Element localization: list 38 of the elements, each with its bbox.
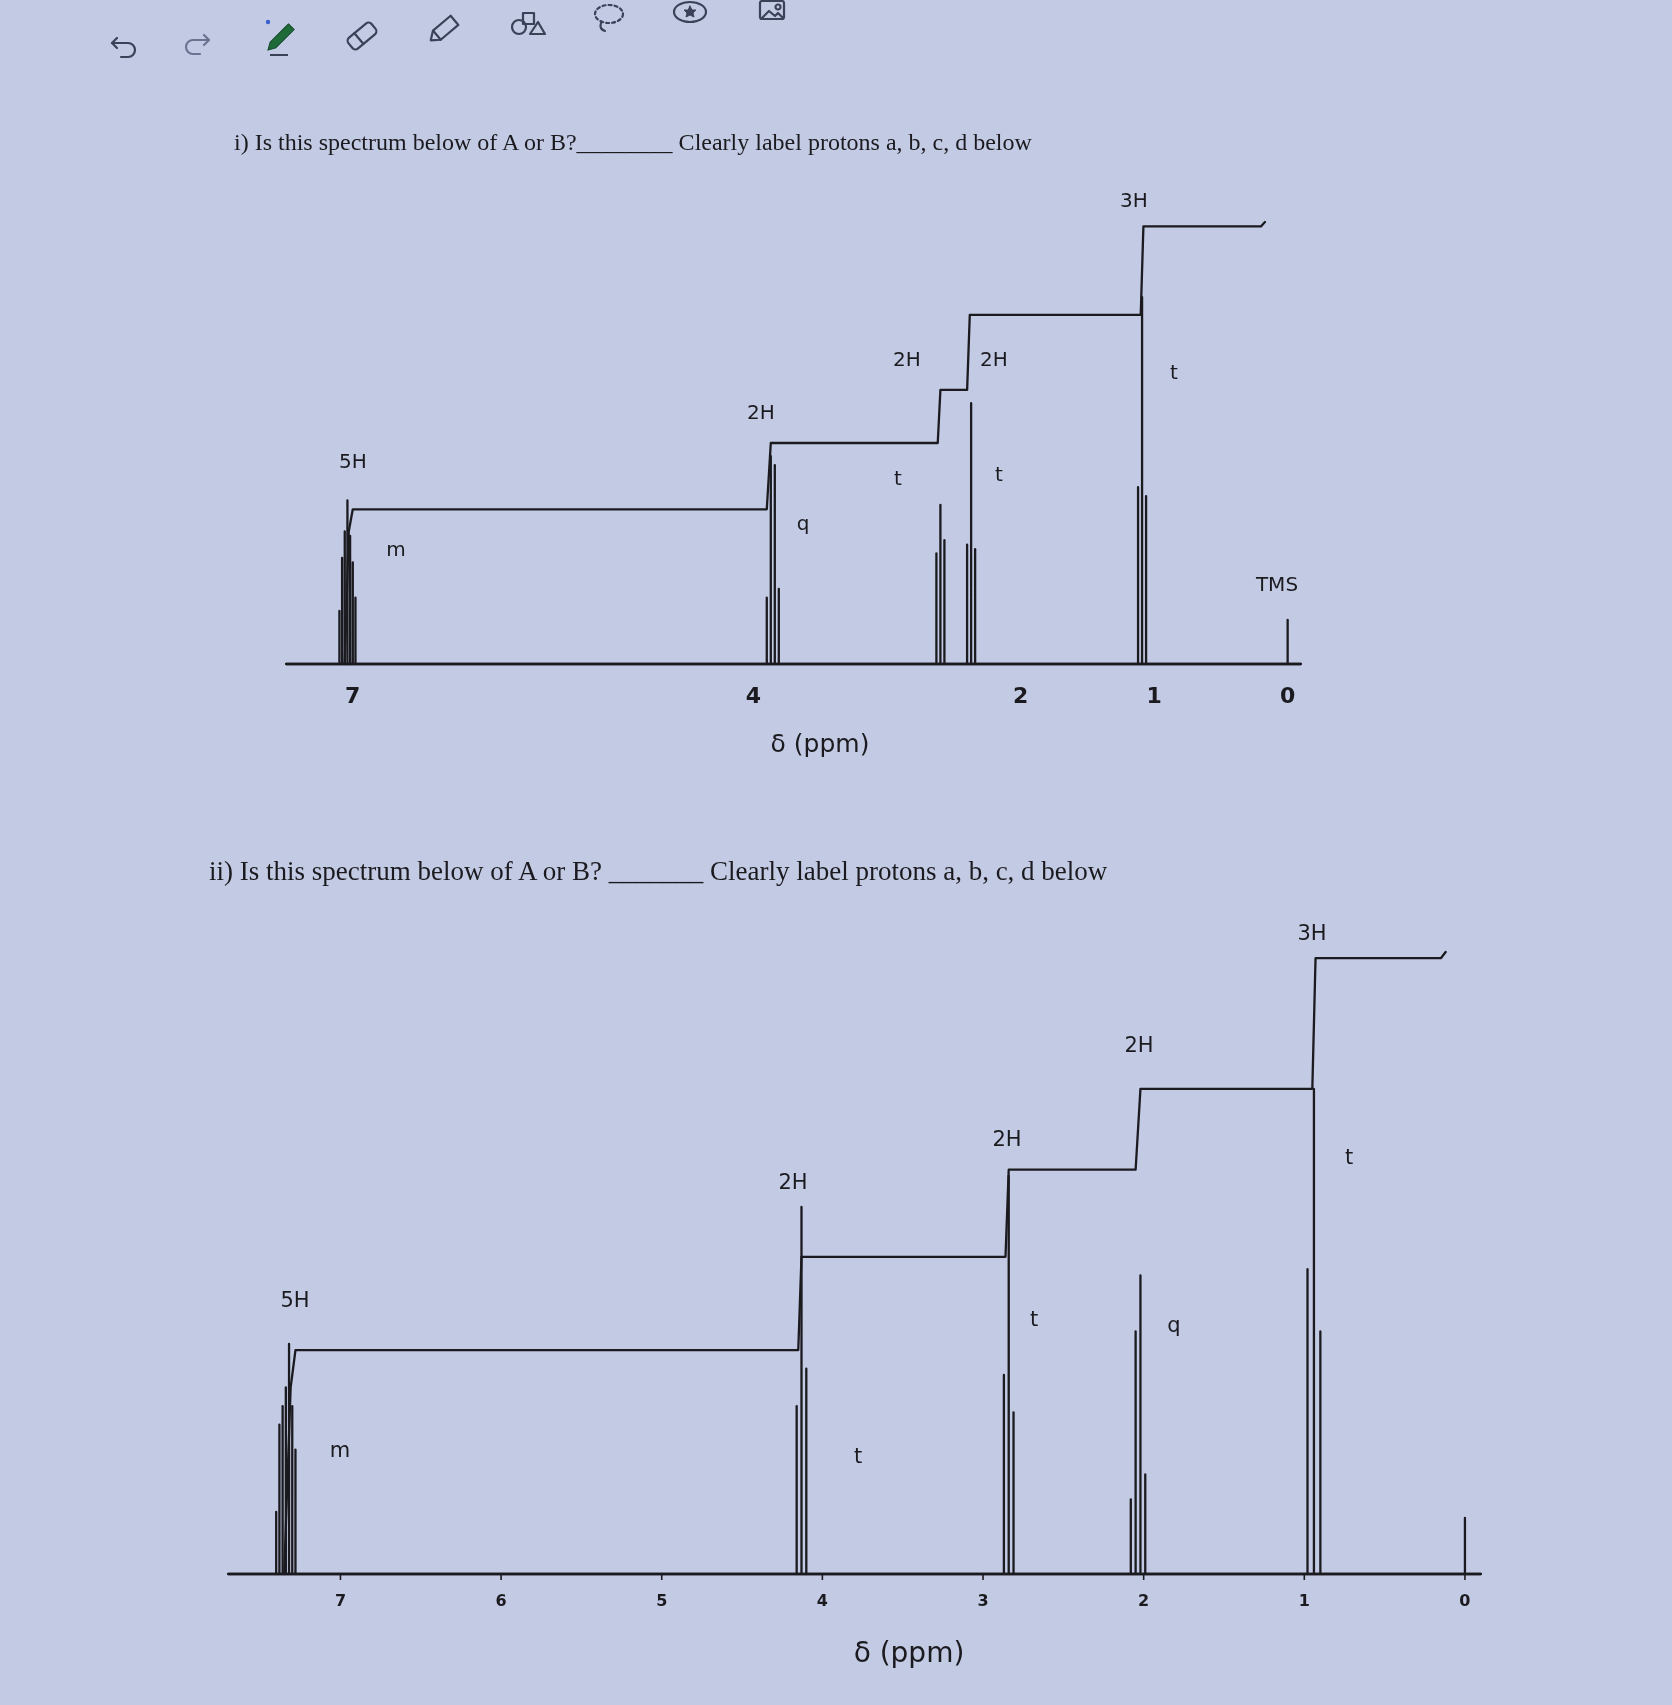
x-tick-label: 6 [495,1590,507,1610]
annotation: 5H [339,449,367,473]
x-tick-label: 4 [816,1590,828,1610]
x-tick-label: 7 [334,1590,347,1610]
x-tick-label: 2 [1012,682,1029,708]
annotation: q [796,511,810,535]
x-tick-label: 2 [1138,1590,1150,1610]
chart-title: i) Is this spectrum below of A or B?________ Clearly label protons a, b, c, d below [234,129,1033,155]
x-tick-label: 1 [1146,682,1162,708]
x-tick-label: 0 [1459,1590,1471,1610]
annotation: t [1029,1307,1039,1332]
annotation: t [1344,1145,1354,1170]
annotation: 2H [778,1170,808,1195]
x-tick-label: 1 [1298,1590,1310,1610]
annotation: t [894,466,903,490]
annotation: 2H [747,400,775,424]
x-axis-title: δ (ppm) [770,728,870,758]
chart-title: ii) Is this spectrum below of A or B? _______ Clearly label protons a, b, c, d below [209,856,1108,886]
annotation: 2H [992,1127,1022,1152]
annotation: m [386,537,406,561]
text: 3H [1120,188,1148,212]
x-tick-label: 4 [745,682,762,708]
annotation: q [1167,1313,1181,1338]
x-tick-label: 7 [345,682,361,708]
x-tick-label: 5 [656,1590,668,1610]
annotation: 2H [893,347,921,371]
annotation: 2H [1124,1033,1154,1058]
annotation: TMS [1254,572,1299,596]
x-axis-title: δ (ppm) [853,1635,965,1669]
x-tick-label: 0 [1279,682,1296,708]
annotation: 5H [280,1288,310,1313]
annotation: t [1170,360,1179,384]
text: 3H [1297,921,1327,946]
annotation: 2H [980,347,1008,371]
annotation: t [995,462,1004,486]
annotation: t [853,1444,863,1469]
annotation: m [329,1438,351,1463]
x-tick-label: 3 [977,1590,989,1610]
